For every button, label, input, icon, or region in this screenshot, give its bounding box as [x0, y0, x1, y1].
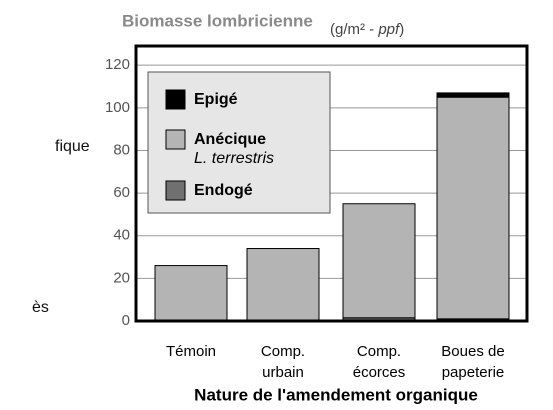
bar-segment — [342, 203, 416, 319]
y-tick-label: 120 — [105, 56, 130, 73]
legend-swatch — [165, 89, 186, 110]
x-tick-label: Boues de — [441, 343, 504, 360]
x-axis-title: Nature de l'amendement organique — [194, 385, 478, 404]
y-tick-label: 100 — [105, 99, 130, 116]
cropped-text: ès — [32, 299, 49, 316]
legend-label: Epigé — [194, 91, 238, 108]
x-tick-label: urbain — [262, 364, 304, 381]
x-tick-label: Témoin — [166, 343, 216, 360]
bar-segment — [436, 92, 510, 98]
legend-sublabel: L. terrestris — [194, 150, 274, 167]
x-tick-label: Comp. — [261, 343, 305, 360]
unit-label: (g/m² - ppf) — [330, 21, 404, 38]
legend-label: Endogé — [194, 182, 253, 199]
y-tick-label: 20 — [113, 269, 130, 286]
plot-frame — [134, 44, 529, 323]
cropped-text: fique — [55, 138, 90, 155]
chart-title: Biomasse lombricienne — [122, 11, 313, 30]
bar-segment — [436, 96, 510, 320]
y-tick-label: 60 — [113, 184, 130, 201]
bar-segment — [246, 248, 320, 322]
x-tick-label: papeterie — [442, 364, 505, 381]
unit-close: ) — [399, 21, 404, 38]
legend-swatch — [165, 180, 186, 201]
unit-italic: ppf — [377, 21, 401, 38]
unit-open: (g/m² - — [330, 21, 378, 38]
legend-swatch — [165, 129, 186, 150]
bar-segment — [154, 265, 228, 322]
x-tick-label: écorces — [353, 364, 406, 381]
legend-label: Anécique — [194, 131, 266, 148]
y-tick-label: 80 — [113, 141, 130, 158]
y-tick-label: 40 — [113, 227, 130, 244]
x-tick-label: Comp. — [357, 343, 401, 360]
y-tick-label: 0 — [122, 312, 130, 329]
